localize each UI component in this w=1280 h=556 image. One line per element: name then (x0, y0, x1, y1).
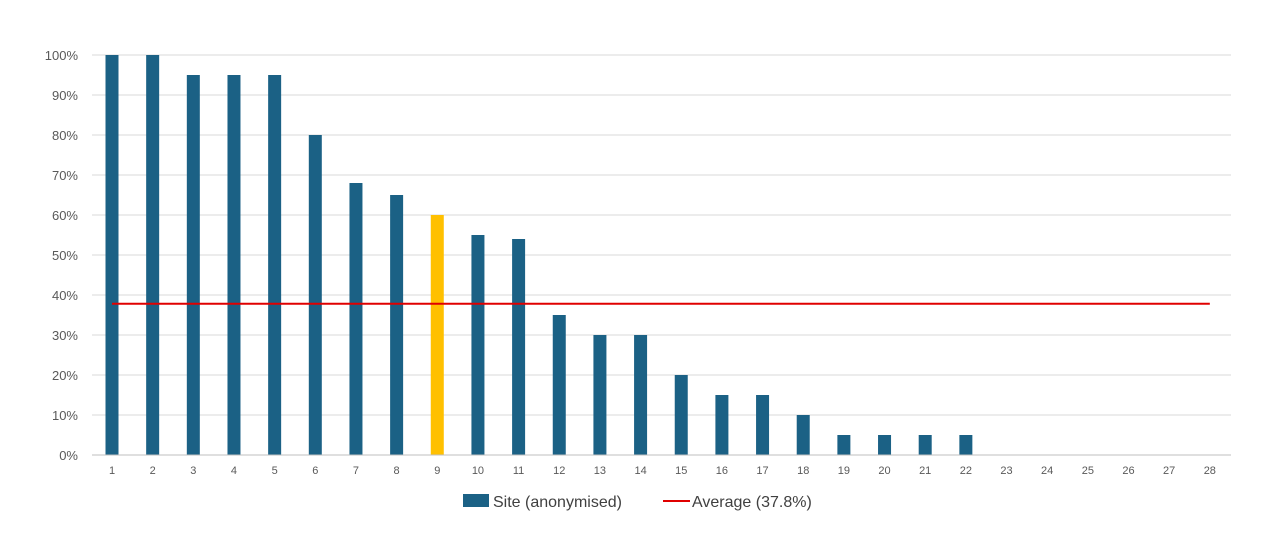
bar (837, 435, 851, 455)
bar (512, 239, 526, 455)
bar (186, 75, 200, 455)
legend-swatch-site (463, 494, 489, 507)
x-tick-label: 1 (109, 465, 115, 477)
bar (634, 335, 648, 455)
bar-highlighted (430, 215, 444, 455)
x-tick-label: 12 (553, 465, 565, 477)
x-tick-label: 19 (838, 465, 850, 477)
x-tick-label: 6 (312, 465, 318, 477)
gridlines (92, 54, 1231, 416)
x-tick-label: 13 (594, 465, 606, 477)
x-tick-label: 27 (1163, 465, 1175, 477)
x-tick-label: 9 (434, 465, 440, 477)
x-tick-label: 22 (960, 465, 972, 477)
x-tick-label: 10 (472, 465, 484, 477)
x-tick-label: 25 (1082, 465, 1094, 477)
x-tick-label: 3 (190, 465, 196, 477)
bar (471, 235, 485, 455)
bar (674, 375, 688, 455)
bar (796, 415, 810, 455)
bar (105, 55, 119, 455)
x-tick-label: 26 (1122, 465, 1134, 477)
y-tick-label: 90% (52, 88, 78, 103)
y-tick-label: 50% (52, 248, 78, 263)
x-tick-label: 28 (1204, 465, 1216, 477)
bars (105, 55, 973, 455)
x-tick-label: 20 (878, 465, 890, 477)
x-tick-label: 4 (231, 465, 237, 477)
bar (878, 435, 892, 455)
legend: Site (anonymised) Average (37.8%) (463, 494, 812, 511)
x-tick-label: 5 (272, 465, 278, 477)
x-tick-label: 8 (394, 465, 400, 477)
bar (552, 315, 566, 455)
bar (756, 395, 770, 455)
bar (308, 135, 322, 455)
y-tick-label: 0% (59, 448, 78, 463)
bar (715, 395, 729, 455)
x-tick-label: 14 (634, 465, 646, 477)
x-tick-label: 23 (1000, 465, 1012, 477)
x-tick-label: 21 (919, 465, 931, 477)
x-tick-label: 7 (353, 465, 359, 477)
bar (918, 435, 932, 455)
bar (227, 75, 241, 455)
x-tick-label: 15 (675, 465, 687, 477)
x-tick-label: 11 (513, 465, 524, 477)
x-tick-label: 18 (797, 465, 809, 477)
bar (349, 183, 363, 455)
bar (959, 435, 973, 455)
legend-label-average: Average (37.8%) (692, 494, 812, 511)
bar (146, 55, 160, 455)
legend-label-site: Site (anonymised) (493, 494, 622, 511)
y-tick-label: 30% (52, 328, 78, 343)
y-tick-label: 100% (45, 48, 79, 63)
y-tick-label: 70% (52, 168, 78, 183)
x-tick-label: 2 (150, 465, 156, 477)
axes: 0%10%20%30%40%50%60%70%80%90%100%1 2 3 4 5 6 7… (45, 48, 1231, 477)
x-tick-label: 17 (756, 465, 768, 477)
y-tick-label: 20% (52, 368, 78, 383)
y-tick-label: 80% (52, 128, 78, 143)
bar (593, 335, 607, 455)
y-tick-label: 10% (52, 408, 78, 423)
x-tick-label: 24 (1041, 465, 1053, 477)
bar (390, 195, 404, 455)
y-tick-label: 40% (52, 288, 78, 303)
bar (268, 75, 282, 455)
y-tick-label: 60% (52, 208, 78, 223)
x-tick-label: 16 (716, 465, 728, 477)
